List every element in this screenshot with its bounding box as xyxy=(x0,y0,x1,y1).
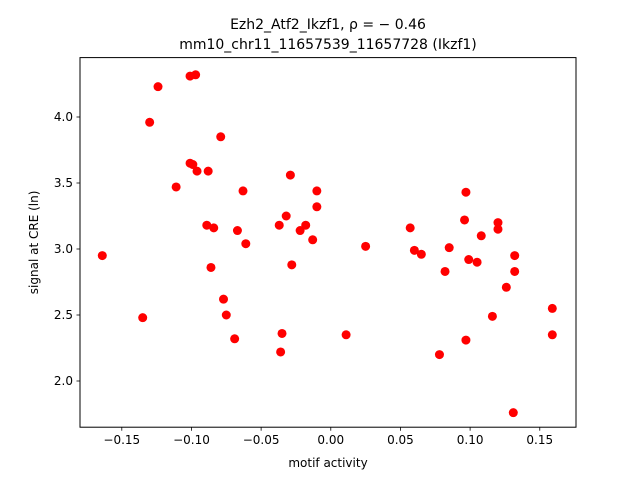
data-point xyxy=(276,347,286,357)
data-point xyxy=(206,262,216,272)
y-tick-label: 2.0 xyxy=(54,374,73,388)
data-point xyxy=(440,266,450,276)
data-point xyxy=(153,82,163,92)
data-point xyxy=(232,226,242,236)
data-point xyxy=(138,313,148,323)
x-tick-label: 0.10 xyxy=(457,433,484,447)
data-point xyxy=(277,328,287,338)
data-point xyxy=(145,117,155,127)
data-point xyxy=(464,255,474,265)
y-tick-label: 3.0 xyxy=(54,242,73,256)
data-point xyxy=(341,330,351,340)
data-point xyxy=(219,294,229,304)
data-point xyxy=(203,166,213,176)
data-point xyxy=(97,251,107,261)
x-tick-label: 0.00 xyxy=(317,433,344,447)
y-axis-label: signal at CRE (ln) xyxy=(27,191,41,295)
x-tick-label: 0.05 xyxy=(387,433,414,447)
data-point xyxy=(188,160,198,170)
data-point xyxy=(510,251,520,261)
data-point xyxy=(472,257,482,267)
data-point xyxy=(230,334,240,344)
data-point xyxy=(281,211,291,221)
y-tick-label: 3.5 xyxy=(54,176,73,190)
data-point xyxy=(493,218,503,228)
data-point xyxy=(216,132,226,142)
x-tick-label: −0.15 xyxy=(103,433,140,447)
data-point xyxy=(508,408,518,418)
data-point xyxy=(191,70,201,80)
data-point xyxy=(361,241,371,251)
data-point xyxy=(547,330,557,340)
data-point xyxy=(416,249,426,259)
data-point xyxy=(461,335,471,345)
data-point xyxy=(461,187,471,197)
data-points xyxy=(97,70,557,418)
data-point xyxy=(241,239,251,249)
data-point xyxy=(510,266,520,276)
data-point xyxy=(444,243,454,253)
data-point xyxy=(192,166,202,176)
data-point xyxy=(202,220,212,230)
x-axis-ticks: −0.15 −0.10 −0.05 0.00 0.05 0.10 0.15 xyxy=(103,427,553,447)
data-point xyxy=(171,182,181,192)
data-point xyxy=(434,350,444,360)
data-point xyxy=(274,220,284,230)
x-tick-label: −0.05 xyxy=(243,433,280,447)
y-tick-label: 2.5 xyxy=(54,308,73,322)
x-tick-label: 0.15 xyxy=(526,433,553,447)
chart-title-line-1: Ezh2_Atf2_Ikzf1, ρ = − 0.46 xyxy=(230,17,426,33)
x-axis-label: motif activity xyxy=(288,456,367,470)
data-point xyxy=(476,231,486,241)
data-point xyxy=(460,215,470,225)
data-point xyxy=(238,186,248,196)
data-point xyxy=(501,282,511,292)
data-point xyxy=(209,223,219,233)
y-axis-ticks: 2.0 2.5 3.0 3.5 4.0 xyxy=(54,110,80,388)
data-point xyxy=(287,260,297,270)
data-point xyxy=(312,186,322,196)
data-point xyxy=(487,311,497,321)
data-point xyxy=(547,303,557,313)
data-point xyxy=(312,202,322,212)
chart-title-line-2: mm10_chr11_11657539_11657728 (Ikzf1) xyxy=(179,37,477,53)
data-point xyxy=(221,310,231,320)
data-point xyxy=(409,245,419,255)
plot-area-frame xyxy=(79,57,577,428)
data-point xyxy=(301,220,311,230)
y-tick-label: 4.0 xyxy=(54,110,73,124)
data-point xyxy=(405,223,415,233)
data-point xyxy=(493,224,503,234)
x-tick-label: −0.10 xyxy=(173,433,210,447)
data-point xyxy=(285,170,295,180)
data-point xyxy=(308,235,318,245)
